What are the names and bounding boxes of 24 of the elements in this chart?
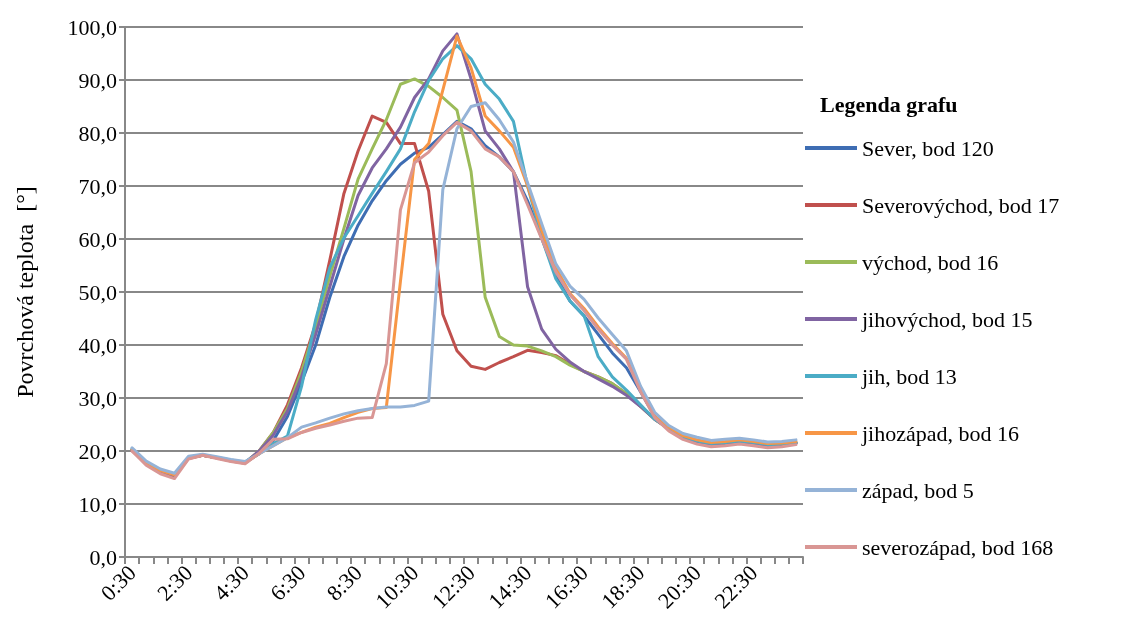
x-tick-label: 2:30 [152,560,198,606]
legend-label: Severovýchod, bod 17 [862,192,1060,218]
x-tick-label: 8:30 [321,560,367,606]
legend-label: jihovýchod, bod 15 [861,306,1033,332]
legend-label: jihozápad, bod 16 [861,420,1020,446]
y-tick-label: 30,0 [78,385,117,411]
y-tick-label: 10,0 [78,491,117,517]
y-tick-label: 70,0 [78,173,117,199]
legend-label: západ, bod 5 [862,477,974,503]
legend-title: Legenda grafu [820,91,958,117]
y-tick-label: 60,0 [78,226,117,252]
y-tick-label: 90,0 [78,67,117,93]
y-tick-label: 80,0 [78,120,117,146]
y-tick-label: 40,0 [78,332,117,358]
legend-label: jih, bod 13 [861,363,957,389]
x-tick-label: 6:30 [265,560,311,606]
y-tick-label: 50,0 [78,279,117,305]
x-tick-label: 4:30 [208,560,254,606]
y-tick-label: 100,0 [67,14,117,40]
legend-label: Sever, bod 120 [862,135,994,161]
legend-label: východ, bod 16 [862,249,999,275]
legend-label: severozápad, bod 168 [862,534,1054,560]
y-tick-label: 20,0 [78,438,117,464]
y-axis-title: Povrchová teplota [°] [12,186,38,398]
